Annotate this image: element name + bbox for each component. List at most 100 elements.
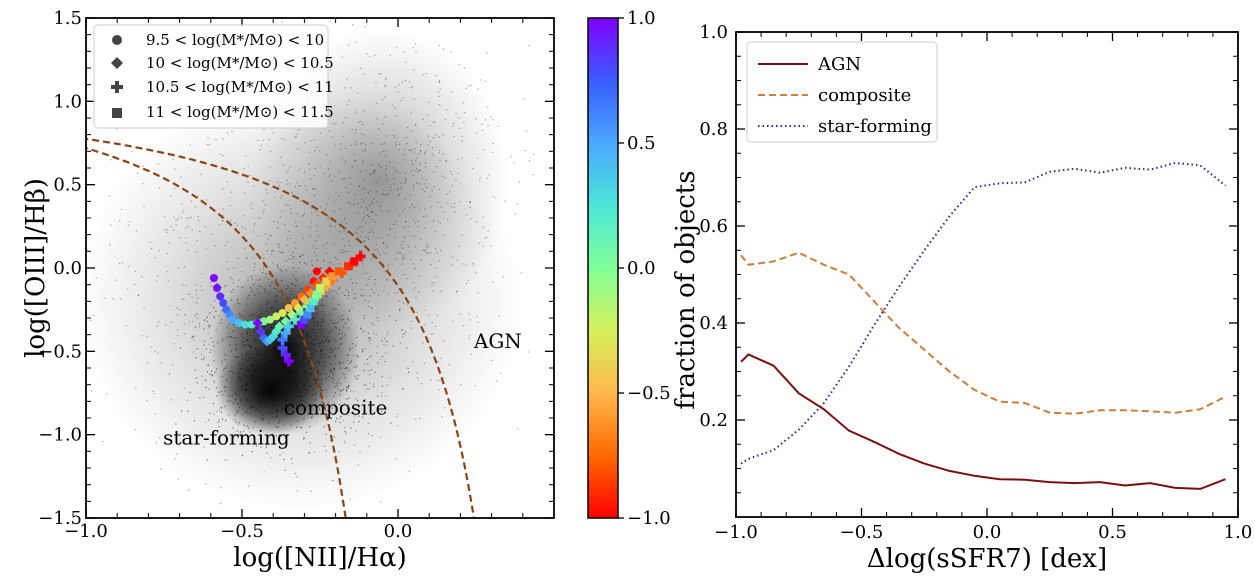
cloud-speckle bbox=[361, 231, 363, 233]
cloud-speckle bbox=[246, 411, 248, 413]
cloud-speckle bbox=[463, 102, 465, 104]
cloud-speckle bbox=[415, 123, 417, 126]
cloud-speckle bbox=[385, 395, 387, 397]
cloud-speckle bbox=[329, 314, 331, 316]
cloud-speckle bbox=[206, 371, 208, 373]
cloud-speckle bbox=[249, 315, 251, 317]
track-point-square bbox=[309, 297, 318, 306]
cloud-speckle bbox=[149, 241, 151, 243]
cloud-speckle bbox=[254, 380, 256, 382]
cloud-speckle bbox=[411, 204, 413, 206]
cloud-speckle bbox=[399, 342, 401, 344]
cloud-speckle bbox=[286, 373, 288, 375]
cloud-speckle bbox=[263, 257, 265, 260]
cloud-speckle bbox=[405, 331, 407, 333]
cloud-speckle bbox=[293, 412, 295, 414]
cloud-speckle bbox=[311, 264, 313, 266]
cloud-speckle bbox=[443, 340, 445, 342]
cloud-speckle bbox=[336, 417, 338, 419]
cloud-speckle bbox=[359, 249, 361, 251]
cloud-speckle bbox=[212, 402, 215, 405]
cloud-speckle bbox=[269, 291, 271, 293]
cloud-speckle bbox=[319, 345, 321, 347]
cloud-speckle bbox=[242, 358, 244, 360]
cloud-speckle bbox=[314, 317, 316, 319]
cloud-speckle bbox=[249, 205, 251, 207]
cloud-speckle bbox=[452, 185, 454, 187]
cloud-speckle bbox=[257, 279, 259, 281]
cloud-speckle bbox=[213, 381, 215, 383]
cloud-speckle bbox=[348, 369, 350, 371]
cloud-speckle bbox=[308, 151, 311, 153]
cloud-speckle bbox=[296, 182, 298, 184]
cloud-speckle bbox=[227, 336, 229, 338]
cloud-speckle bbox=[226, 326, 228, 329]
cloud-speckle bbox=[330, 320, 332, 322]
cloud-speckle bbox=[364, 236, 366, 239]
cloud-speckle bbox=[301, 215, 303, 218]
cloud-speckle bbox=[239, 367, 241, 369]
fraction-lines bbox=[740, 161, 1227, 490]
cloud-speckle bbox=[410, 170, 412, 172]
cloud-speckle bbox=[207, 137, 209, 139]
cloud-speckle bbox=[303, 356, 305, 358]
cloud-speckle bbox=[321, 331, 323, 333]
cloud-speckle bbox=[192, 351, 194, 353]
cloud-speckle bbox=[285, 269, 287, 272]
cloud-speckle bbox=[222, 138, 224, 140]
cloud-speckle bbox=[89, 319, 92, 321]
cloud-speckle bbox=[273, 405, 275, 407]
cloud-speckle bbox=[328, 176, 330, 178]
cloud-speckle bbox=[343, 218, 346, 220]
cloud-speckle bbox=[323, 260, 325, 262]
cloud-speckle bbox=[279, 333, 281, 335]
cloud-speckle bbox=[241, 270, 243, 273]
cloud-speckle bbox=[335, 308, 337, 311]
cloud-speckle bbox=[241, 454, 243, 456]
cloud-speckle bbox=[297, 345, 299, 347]
cloud-speckle bbox=[250, 275, 252, 277]
cloud-speckle bbox=[318, 360, 320, 363]
cloud-speckle bbox=[243, 316, 245, 318]
cloud-speckle bbox=[319, 342, 321, 344]
cloud-speckle bbox=[285, 260, 287, 262]
cloud-speckle bbox=[377, 395, 379, 397]
cloud-speckle bbox=[245, 155, 247, 157]
cloud-speckle bbox=[321, 389, 323, 391]
cloud-speckle bbox=[406, 127, 409, 129]
cloud-speckle bbox=[251, 207, 253, 209]
cloud-speckle bbox=[283, 365, 285, 367]
cloud-speckle bbox=[242, 364, 244, 366]
cloud-speckle bbox=[418, 291, 420, 293]
cloud-speckle bbox=[431, 190, 433, 192]
cloud-speckle bbox=[324, 291, 326, 293]
cloud-speckle bbox=[348, 44, 350, 46]
cloud-speckle bbox=[218, 322, 220, 324]
cloud-speckle bbox=[375, 334, 377, 336]
cloud-speckle bbox=[340, 315, 342, 318]
cloud-speckle bbox=[372, 210, 374, 212]
cloud-speckle bbox=[412, 86, 414, 88]
cloud-speckle bbox=[337, 316, 340, 318]
track-point-plus bbox=[296, 308, 307, 319]
cloud-speckle bbox=[319, 150, 321, 152]
cloud-speckle bbox=[424, 250, 426, 252]
cloud-speckle bbox=[528, 160, 530, 162]
cloud-speckle bbox=[476, 220, 478, 223]
cloud-speckle bbox=[314, 332, 316, 334]
cloud-speckle bbox=[213, 307, 215, 309]
cloud-speckle bbox=[420, 259, 422, 261]
cloud-speckle bbox=[401, 288, 404, 290]
cloud-speckle bbox=[395, 319, 397, 321]
cloud-speckle bbox=[426, 244, 428, 246]
cloud-speckle bbox=[197, 195, 199, 198]
cloud-speckle bbox=[338, 451, 340, 453]
cloud-speckle bbox=[306, 378, 308, 380]
cloud-speckle bbox=[335, 322, 337, 324]
cloud-speckle bbox=[431, 147, 433, 149]
cloud-speckle bbox=[355, 41, 357, 43]
cloud-speckle bbox=[226, 261, 228, 263]
cloud-speckle bbox=[191, 296, 193, 298]
cloud-speckle bbox=[297, 391, 299, 393]
cloud-speckle bbox=[239, 435, 242, 437]
